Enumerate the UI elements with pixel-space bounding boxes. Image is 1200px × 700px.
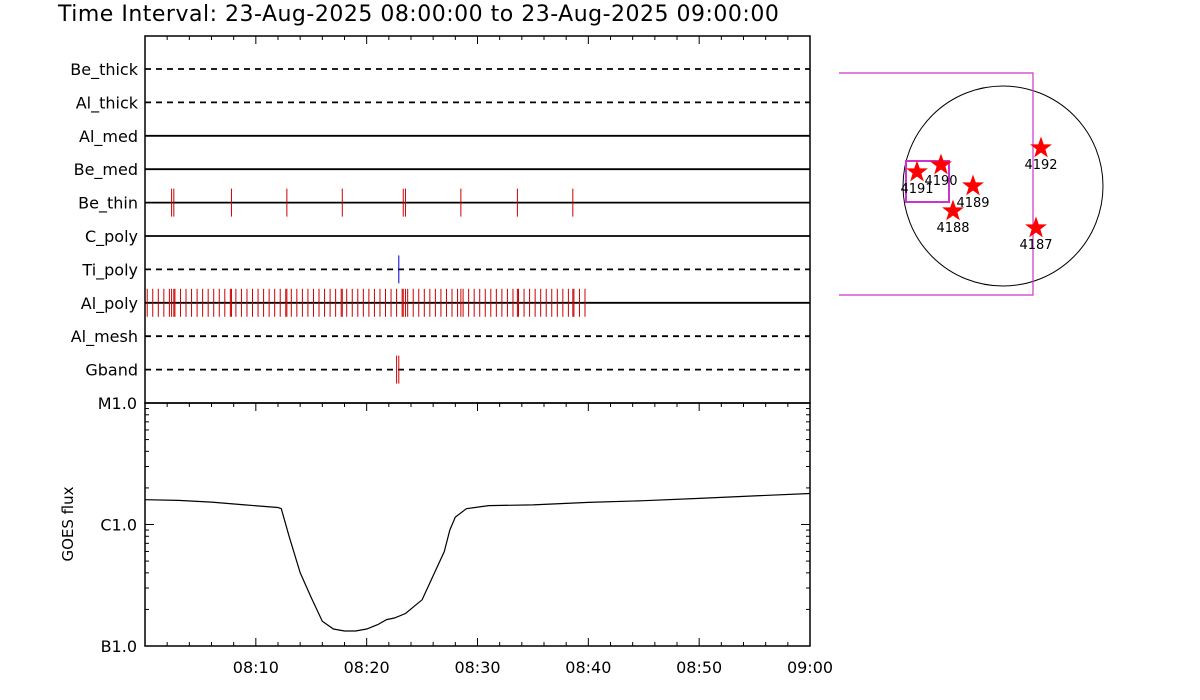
- channel-label-c-poly: C_poly: [85, 227, 138, 247]
- goes-ytick-c1-0: C1.0: [100, 516, 137, 535]
- timeline-frame: [144, 35, 811, 404]
- page-title: Time Interval: 23-Aug-2025 08:00:00 to 2…: [58, 2, 780, 27]
- goes-xtick-0850: 08:50: [676, 658, 722, 677]
- region-label-4191: 4191: [900, 182, 933, 197]
- goes-flux-line: [144, 492, 811, 632]
- goes-xtick-0820: 08:20: [344, 658, 390, 677]
- goes-xtick-0810: 08:10: [233, 658, 279, 677]
- goes-ytick-m1-0: M1.0: [98, 394, 137, 413]
- channel-label-al-mesh: Al_mesh: [71, 327, 138, 347]
- region-label-4190: 4190: [924, 174, 957, 189]
- region-label-4192: 4192: [1024, 158, 1057, 173]
- field-of-view-box: [839, 72, 1034, 296]
- region-star-4188: [942, 199, 964, 221]
- goes-ytick-b1-0: B1.0: [101, 637, 137, 656]
- goes-frame: [144, 402, 811, 647]
- channel-label-al-med: Al_med: [79, 127, 138, 147]
- region-star-4187: [1025, 216, 1047, 238]
- channel-label-be-thick: Be_thick: [70, 60, 138, 80]
- zoom-region-box: [905, 160, 950, 203]
- region-star-4189: [962, 174, 984, 196]
- goes-xtick-0900: 09:00: [787, 658, 833, 677]
- region-star-4190: [930, 153, 952, 175]
- channel-label-al-thick: Al_thick: [76, 93, 139, 113]
- channel-label-ti-poly: Ti_poly: [81, 260, 138, 280]
- region-label-4188: 4188: [936, 221, 969, 236]
- channel-label-al-poly: Al_poly: [81, 294, 138, 314]
- channel-label-be-med: Be_med: [74, 160, 138, 180]
- channel-label-be-thin: Be_thin: [78, 194, 138, 214]
- goes-xtick-0830: 08:30: [454, 658, 500, 677]
- region-star-4192: [1030, 136, 1052, 158]
- goes-flux-panel: M1.0 C1.0 B1.0 08:10 08:20 08:30 08:40 08:50 09:…: [59, 394, 833, 677]
- goes-xtick-0840: 08:40: [565, 658, 611, 677]
- event-timeline-panel: Be_thick Al_thick Al_med Be_med Be_thin C_pol…: [70, 35, 811, 404]
- region-label-4187: 4187: [1019, 238, 1052, 253]
- goes-ylabel: GOES flux: [59, 486, 77, 561]
- region-label-4189: 4189: [956, 196, 989, 211]
- region-star-4191: [906, 160, 928, 182]
- channel-label-gband: Gband: [85, 361, 138, 380]
- solar-disk-outline: [902, 85, 1104, 287]
